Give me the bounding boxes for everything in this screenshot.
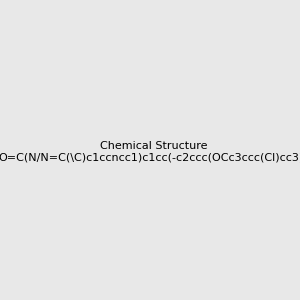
Text: Chemical Structure
O=C(N/N=C(\C)c1ccncc1)c1cc(-c2ccc(OCc3ccc(Cl)cc3)c: Chemical Structure O=C(N/N=C(\C)c1ccncc1… bbox=[0, 141, 300, 162]
